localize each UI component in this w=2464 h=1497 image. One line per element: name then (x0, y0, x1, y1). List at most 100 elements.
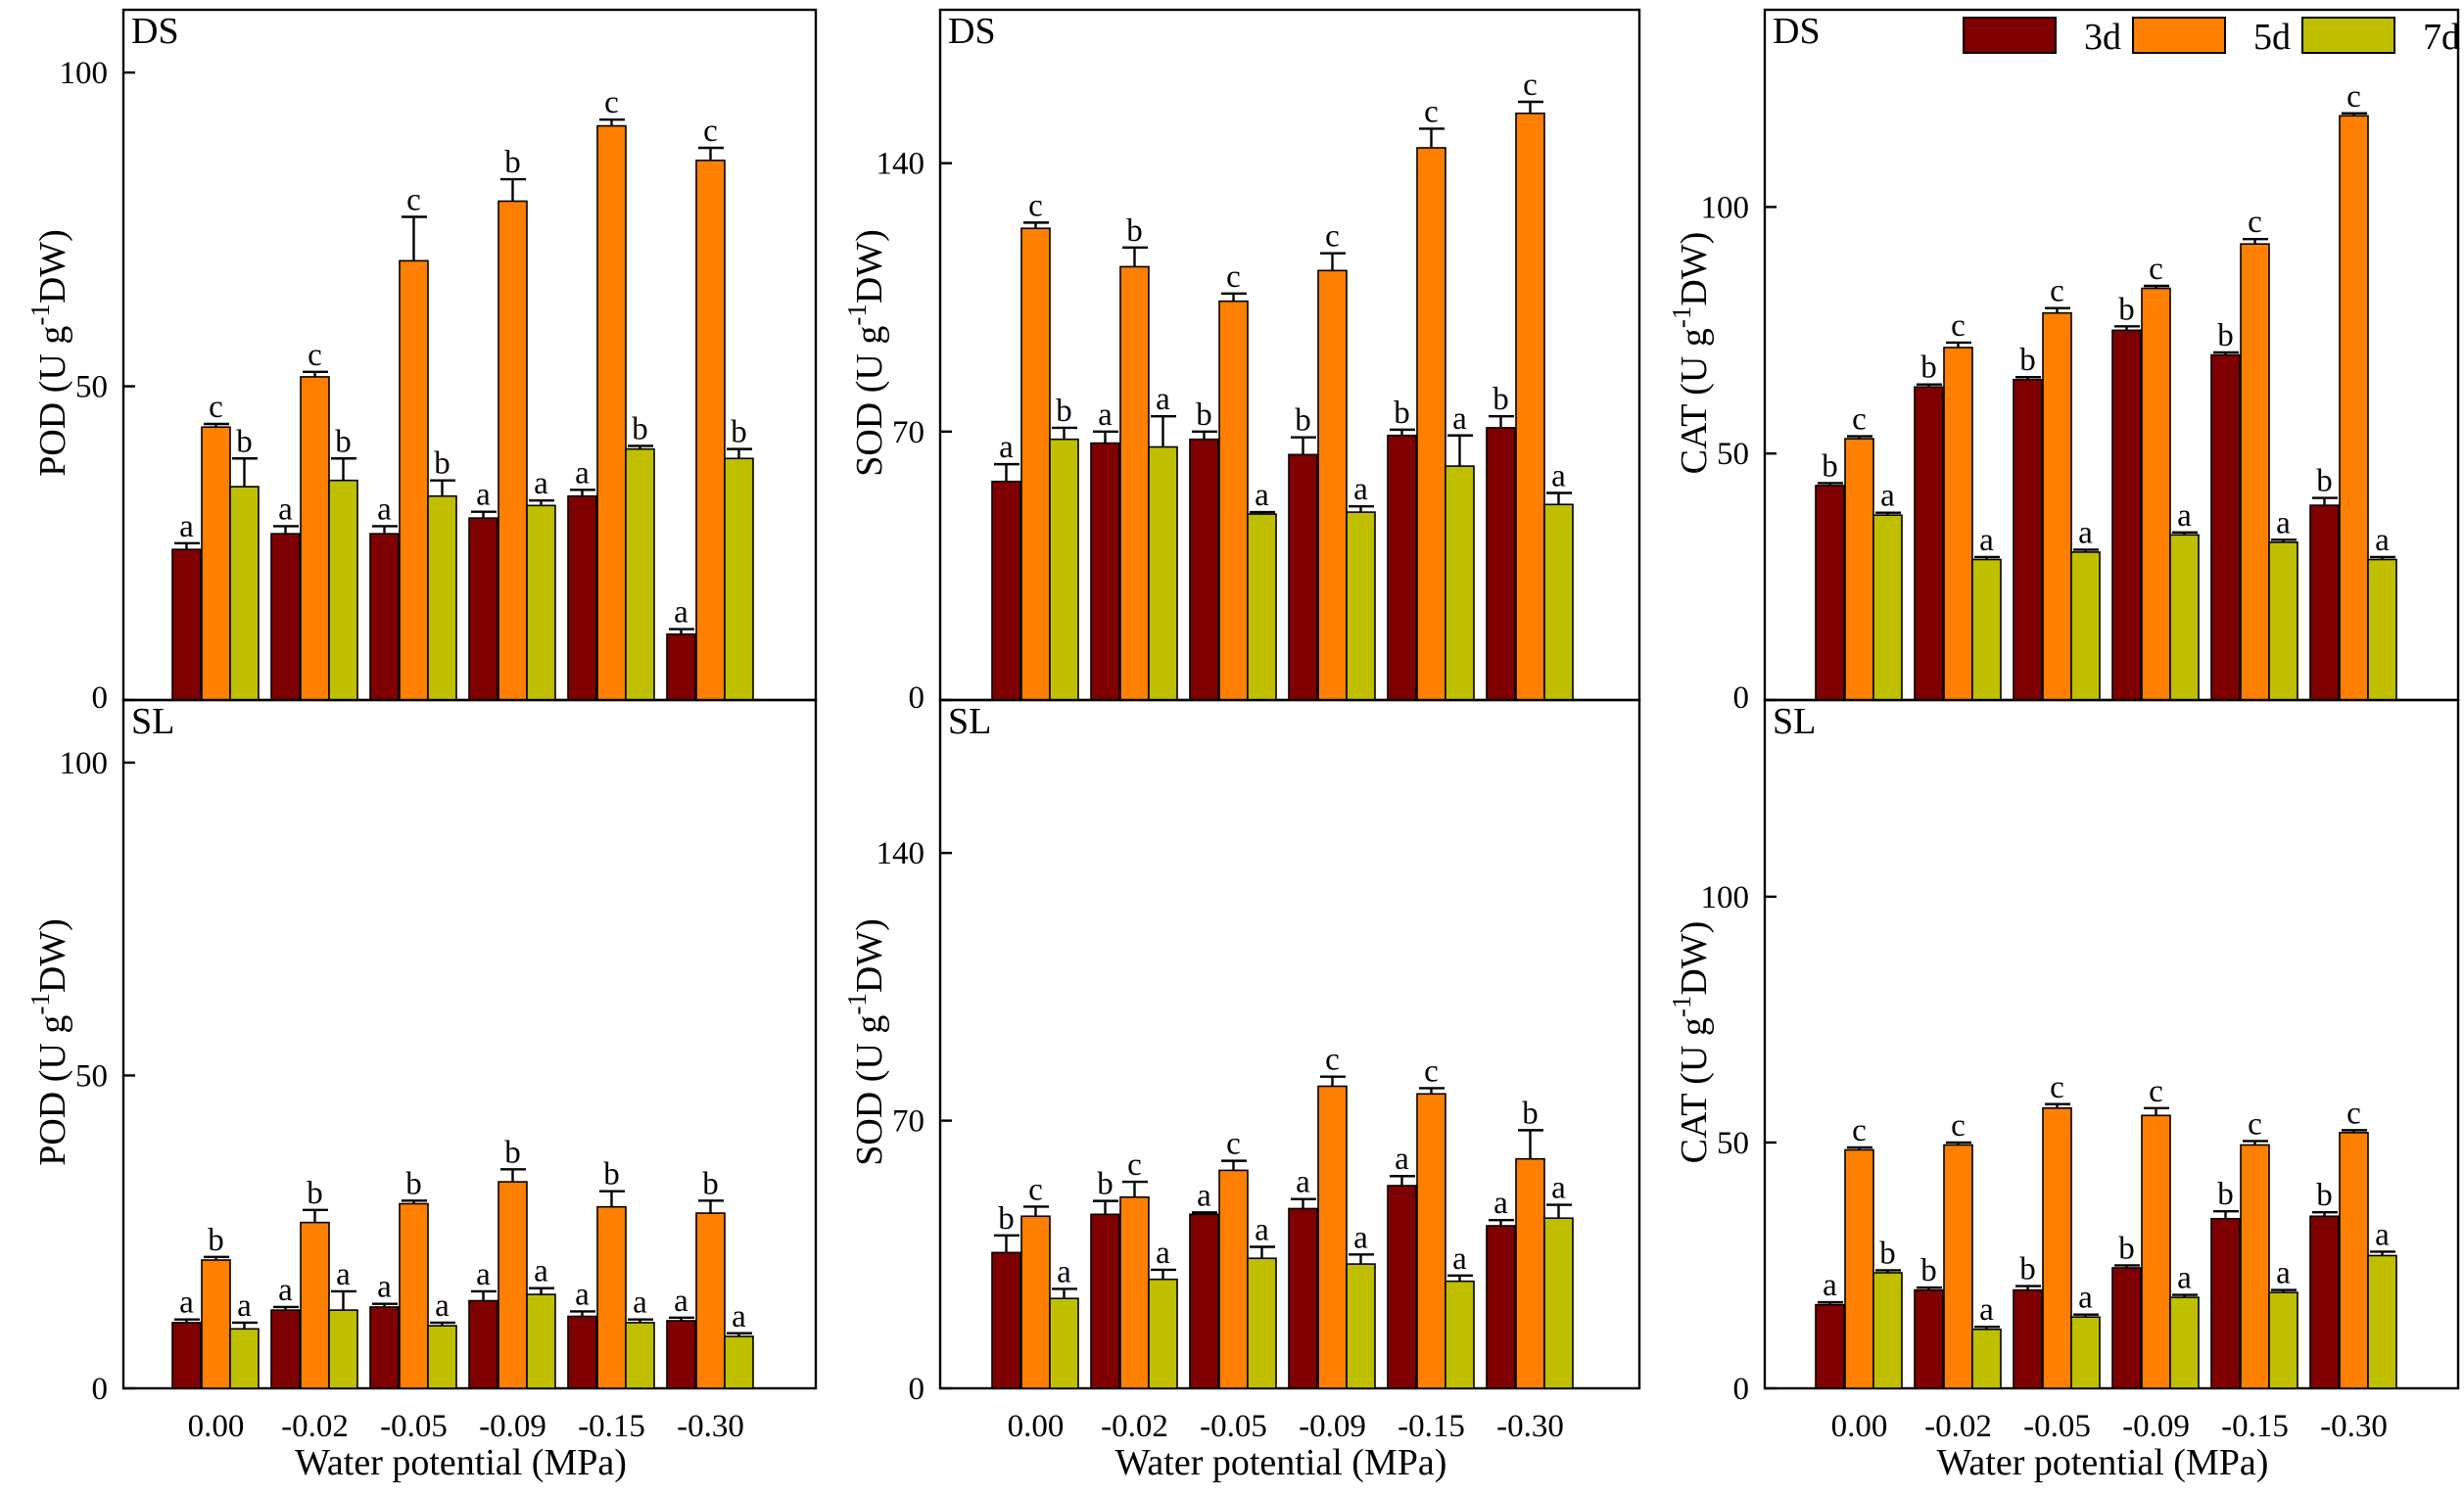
bar-7d-0.00 (1872, 1272, 1903, 1389)
y-tick-label: 50 (75, 370, 108, 405)
bar-5d-0.00 (1844, 438, 1874, 701)
significance-letter: b (1920, 351, 1937, 386)
significance-letter: b (1879, 1236, 1896, 1271)
significance-letter: a (179, 1286, 194, 1321)
significance-letter: b (208, 1223, 224, 1258)
y-axis-label: POD (U g-1DW) (25, 918, 73, 1166)
bar-5d--0.30 (2339, 115, 2369, 701)
bar-3d-0.00 (991, 1251, 1021, 1389)
y-tick-label: 140 (877, 147, 925, 182)
bar-5d--0.09 (498, 200, 528, 701)
significance-letter: c (1226, 259, 1241, 295)
y-axis-label-main: CAT (U g (1674, 1017, 1715, 1163)
y-axis-label-main: CAT (U g (1674, 328, 1715, 474)
y-axis-label: SOD (U g-1DW) (842, 229, 890, 477)
bar-7d-0.00 (1049, 438, 1079, 701)
significance-letter: a (1979, 1292, 1994, 1328)
bar-3d--0.02 (1090, 442, 1120, 701)
bar-7d--0.09 (2169, 534, 2200, 701)
y-tick-label: 100 (1701, 880, 1750, 915)
y-tick-label: 0 (909, 1372, 925, 1407)
significance-letter: c (1852, 402, 1867, 438)
significance-letter: a (278, 491, 293, 527)
bar-5d--0.05 (399, 1202, 429, 1389)
bar-3d--0.05 (1189, 1213, 1219, 1389)
x-tick-label: -0.02 (1924, 1409, 1992, 1444)
significance-letter: a (336, 1257, 351, 1292)
significance-letter: a (2375, 1217, 2390, 1252)
bar-3d--0.15 (2210, 1217, 2241, 1389)
x-tick-label: -0.09 (2122, 1409, 2190, 1444)
significance-letter: c (2149, 252, 2163, 287)
significance-letter: a (476, 478, 491, 513)
significance-letter: a (674, 595, 688, 631)
significance-letter: c (1325, 1043, 1340, 1078)
x-tick-label: -0.15 (1398, 1409, 1465, 1444)
bar-7d--0.05 (427, 494, 457, 701)
bar-5d--0.05 (2042, 1106, 2072, 1389)
bar-5d--0.30 (1515, 112, 1545, 701)
significance-letter: a (1197, 1178, 1211, 1213)
y-tick-label: 0 (1733, 1372, 1750, 1407)
significance-letter: a (1880, 479, 1895, 514)
legend-swatch-5d (2132, 17, 2226, 54)
significance-letter: b (335, 424, 352, 459)
bar-7d--0.09 (526, 1293, 556, 1389)
bar-5d--0.02 (300, 1221, 330, 1389)
bar-3d-0.00 (171, 1322, 202, 1389)
significance-letter: a (2177, 498, 2192, 534)
significance-letter: c (2050, 274, 2064, 309)
y-tick-label: 70 (892, 1104, 924, 1140)
significance-letter: c (1951, 1108, 1966, 1144)
bar-5d-0.00 (1020, 227, 1051, 701)
bar-3d--0.09 (2111, 329, 2142, 701)
significance-letter: a (1296, 1165, 1310, 1200)
bar-7d--0.02 (1148, 445, 1178, 701)
significance-letter: a (179, 509, 194, 544)
y-axis-label-sup: -1 (1667, 996, 1696, 1018)
y-tick-label: 0 (92, 1372, 109, 1407)
significance-letter: a (2375, 523, 2390, 558)
significance-letter: a (534, 1254, 548, 1289)
bar-7d--0.05 (1247, 513, 1277, 701)
legend-label: 7d (2423, 17, 2460, 58)
bar-7d--0.15 (2268, 541, 2298, 701)
bar-3d--0.15 (567, 494, 597, 701)
bar-5d--0.02 (1119, 265, 1150, 701)
y-tick-label: 70 (892, 415, 924, 450)
x-tick-label: -0.30 (2320, 1409, 2388, 1444)
significance-letter: a (1156, 1236, 1170, 1271)
significance-letter: a (2276, 505, 2291, 540)
x-tick-label: -0.05 (380, 1409, 448, 1444)
bar-7d--0.30 (724, 1335, 754, 1389)
significance-letter: c (703, 114, 718, 149)
significance-letter: a (1452, 1241, 1467, 1277)
bar-7d--0.09 (1346, 1263, 1376, 1389)
y-axis-label-end: DW) (32, 918, 73, 993)
significance-letter: b (2217, 318, 2234, 353)
bar-3d--0.02 (1914, 1288, 1944, 1389)
y-tick-label: 50 (1717, 1126, 1749, 1161)
bar-3d--0.05 (2013, 1288, 2043, 1389)
legend-label: 3d (2084, 17, 2121, 58)
significance-letter: a (278, 1273, 293, 1308)
bar-7d--0.02 (328, 479, 358, 701)
legend-swatch-7d (2301, 17, 2395, 54)
significance-letter: b (1522, 1096, 1539, 1131)
bar-5d--0.02 (1119, 1195, 1150, 1389)
bar-3d-0.00 (1815, 1303, 1845, 1389)
significance-letter: c (1951, 308, 1966, 344)
significance-letter: b (2316, 1178, 2333, 1213)
bar-7d--0.02 (1971, 1328, 2002, 1389)
bar-7d--0.02 (1971, 558, 2002, 701)
significance-letter: c (1226, 1127, 1241, 1162)
bar-3d--0.15 (1387, 434, 1417, 701)
bar-5d--0.09 (2141, 1114, 2171, 1389)
bar-3d--0.15 (567, 1315, 597, 1389)
bar-3d--0.15 (1387, 1185, 1417, 1389)
significance-letter: a (674, 1284, 688, 1319)
